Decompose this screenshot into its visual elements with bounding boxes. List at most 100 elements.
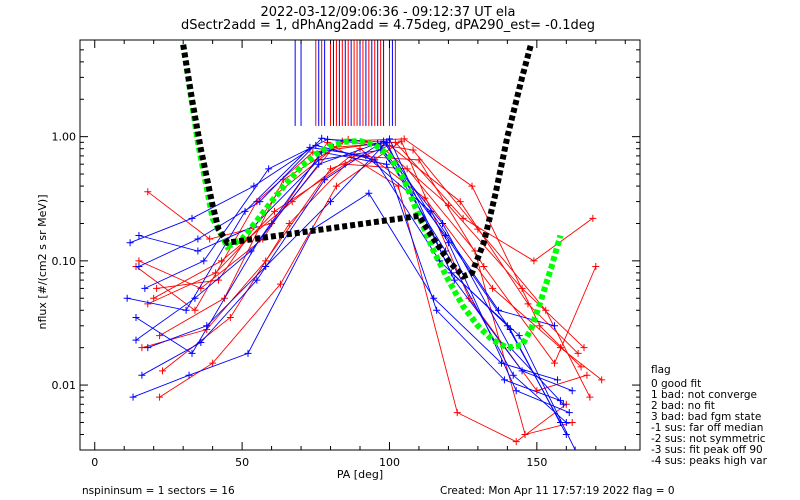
data-point-blue (383, 160, 391, 168)
flag-legend: flag 0 good fit 1 bad: not converge 2 ba… (651, 364, 768, 467)
data-point-red (150, 294, 158, 302)
data-point-red (153, 284, 161, 292)
series-line-blue (144, 138, 576, 450)
series-line-red (138, 141, 567, 443)
legend-item: -2 sus: not symmetric (651, 433, 766, 445)
series-line-blue (135, 142, 564, 405)
data-point-blue (571, 446, 579, 450)
footer-left: nspininsum = 1 sectors = 16 (82, 485, 235, 497)
chart-title-line2: dSectr2add = 1, dPhAng2add = 4.75deg, dP… (181, 18, 595, 33)
data-point-red (456, 198, 464, 206)
data-point-blue (551, 322, 559, 330)
data-point-blue (253, 276, 261, 284)
legend-item: -1 sus: far off median (651, 422, 763, 434)
data-point-blue (241, 207, 249, 215)
legend-item: 2 bad: no fit (651, 400, 715, 412)
data-point-red (191, 306, 199, 314)
y-tick-label: 0.10 (52, 255, 77, 268)
data-point-blue (439, 219, 447, 227)
data-point-blue (265, 165, 273, 173)
data-point-blue (518, 367, 526, 375)
data-point-blue (132, 313, 140, 321)
data-point-blue (385, 135, 393, 143)
series-layer (123, 134, 606, 450)
data-point-red (580, 344, 588, 352)
data-point-blue (132, 336, 140, 344)
data-point-blue (129, 393, 137, 401)
data-point-red (577, 363, 585, 371)
x-tick-label: 150 (526, 456, 547, 469)
series-line-blue (147, 138, 573, 392)
data-point-blue (380, 137, 388, 145)
legend-item: 1 bad: not converge (651, 389, 757, 401)
data-point-blue (565, 409, 573, 417)
data-point-red (403, 165, 411, 173)
chart-title-line1: 2022-03-12/09:06:36 - 09:12:37 UT ela (261, 5, 516, 20)
data-point-blue (327, 198, 335, 206)
data-point-blue (553, 376, 561, 384)
x-tick-label: 50 (235, 456, 249, 469)
data-point-red (332, 182, 340, 190)
data-point-red (212, 269, 220, 277)
series-line-red (162, 155, 597, 372)
series-line-red (153, 148, 602, 381)
data-point-red (530, 257, 538, 265)
data-point-blue (256, 198, 264, 206)
data-point-red (138, 344, 146, 352)
data-point-red (542, 306, 550, 314)
series-line-blue (132, 192, 558, 398)
x-tick-label: 100 (379, 456, 400, 469)
data-point-blue (515, 332, 523, 340)
data-point-red (226, 313, 234, 321)
data-point-blue (441, 232, 449, 239)
data-point-blue (509, 371, 517, 379)
y-tick-label: 1.00 (52, 131, 77, 144)
series-line-red (159, 140, 588, 398)
fit-curve-black (180, 43, 534, 280)
data-point-red (391, 138, 399, 146)
data-point-blue (318, 134, 326, 142)
data-point-red (144, 300, 152, 308)
data-point-blue (433, 306, 441, 314)
data-point-blue (559, 400, 567, 408)
data-point-blue (556, 397, 564, 405)
axes-layer: 0 50 100 150 0.01 0.10 1.00 (52, 39, 640, 469)
data-point-red (521, 430, 529, 438)
data-point-blue (126, 239, 134, 247)
data-point-red (409, 146, 417, 154)
data-point-blue (194, 235, 202, 243)
data-point-blue (244, 349, 252, 357)
data-point-red (217, 257, 225, 265)
fit-curve-green (180, 44, 564, 351)
data-point-red (474, 225, 482, 233)
series-line-red (147, 163, 573, 436)
data-point-red (589, 214, 597, 222)
data-point-blue (512, 387, 520, 395)
data-point-red (524, 300, 532, 308)
data-point-blue (185, 371, 193, 379)
series-line-blue (135, 151, 561, 402)
data-point-blue (562, 418, 570, 426)
data-point-red (471, 247, 479, 255)
data-point-blue (427, 207, 435, 215)
data-point-red (586, 393, 594, 401)
data-point-blue (123, 294, 131, 302)
data-point-red (556, 344, 564, 352)
data-point-blue (135, 263, 143, 271)
data-point-blue (182, 306, 190, 314)
data-point-red (156, 393, 164, 401)
data-point-red (276, 280, 284, 288)
data-point-red (512, 438, 520, 446)
data-point-blue (138, 371, 146, 379)
data-point-red (480, 263, 488, 271)
data-point-red (144, 188, 152, 196)
data-point-blue (141, 284, 149, 292)
data-point-blue (188, 214, 196, 222)
data-point-red (209, 359, 217, 367)
data-point-blue (262, 263, 270, 271)
data-point-red (468, 182, 476, 190)
data-point-red (536, 322, 544, 330)
data-point-blue (194, 247, 202, 255)
data-point-blue (450, 276, 458, 284)
legend-item: -4 sus: peaks high var (651, 455, 768, 467)
